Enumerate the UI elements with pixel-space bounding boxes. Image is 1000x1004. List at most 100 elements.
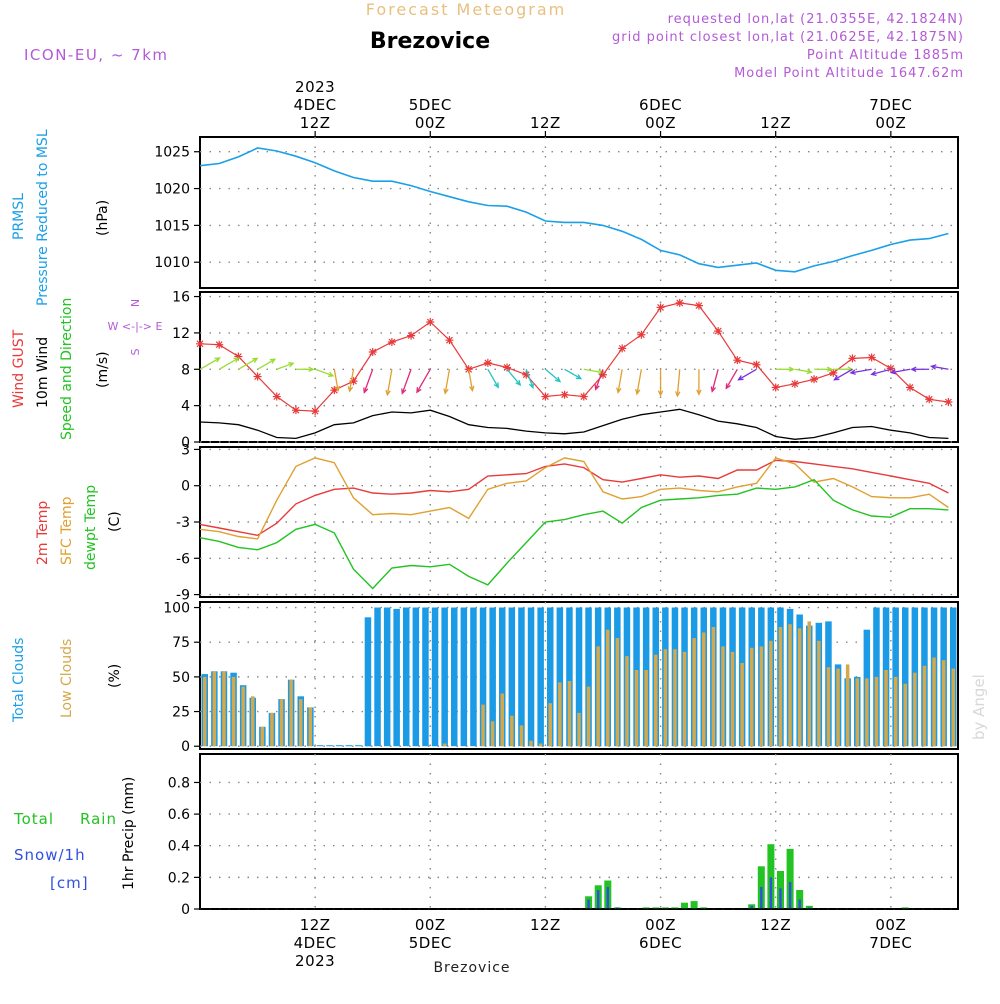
low-cloud-bar [808, 621, 812, 746]
gust-point [618, 344, 626, 352]
low-cloud-bar [606, 630, 610, 747]
y-tick-label: 1025 [154, 145, 190, 161]
label-total: Total [13, 810, 54, 828]
location-title: Brezovice [370, 29, 490, 54]
bottom-time-label: 12Z [530, 916, 561, 934]
plots: 10101015102010250481216-9-6-303025507510… [154, 78, 958, 970]
gust-point [292, 406, 300, 414]
low-cloud-bar [568, 681, 572, 746]
label-prmsl: PRMSL [11, 193, 27, 240]
total-cloud-bar [461, 608, 468, 747]
label-precip-unit: 1hr Precip (mm) [121, 777, 137, 890]
gust-point [369, 348, 377, 356]
model-name: ICON-EU, ~ 7km [24, 46, 169, 64]
panel1-labels: PRMSL Pressure Reduced to MSL (hPa) [11, 129, 111, 306]
gust-point [753, 361, 761, 369]
low-cloud-bar [501, 694, 505, 747]
y-tick-label: 3 [181, 442, 190, 458]
y-tick-label: 8 [181, 362, 190, 378]
bottom-time-label: 4DEC [294, 934, 337, 952]
wind-arrow [402, 369, 411, 393]
low-cloud-bar [894, 677, 898, 746]
wind-arrow [364, 369, 372, 392]
label-total-clouds: Total Clouds [11, 638, 27, 723]
low-cloud-bar [596, 646, 600, 746]
low-cloud-bar [846, 664, 850, 746]
low-cloud-bar [443, 744, 447, 747]
low-cloud-bar [827, 667, 831, 746]
gust-point [484, 359, 492, 367]
low-cloud-bar [203, 677, 207, 746]
low-cloud-bar [539, 744, 543, 747]
bottom-time-label: 00Z [415, 916, 446, 934]
gust-line [200, 303, 948, 411]
bottom-time-label: 12Z [760, 916, 791, 934]
top-time-label: 4DEC [294, 96, 337, 114]
low-cloud-bar [942, 660, 946, 746]
snow-bar [597, 890, 599, 909]
y-tick-label: -3 [176, 515, 190, 531]
watermark: by Angel [970, 674, 988, 740]
y-tick-label: 75 [172, 635, 190, 651]
total-cloud-bar [317, 745, 324, 746]
low-cloud-bar [836, 669, 840, 747]
low-cloud-bar [616, 638, 620, 746]
bottom-time-label: 5DEC [409, 934, 452, 952]
label-hpa: (hPa) [95, 200, 111, 236]
gust-point [388, 338, 396, 346]
label-sfc-temp: SFC Temp [59, 496, 75, 565]
bottom-time-label: 7DEC [869, 934, 912, 952]
low-cloud-bar [702, 633, 706, 747]
panel-frame [200, 137, 958, 288]
low-cloud-bar [683, 652, 687, 746]
low-cloud-bar [558, 682, 562, 746]
total-cloud-bar [393, 609, 400, 746]
snow-bar [607, 887, 609, 909]
gust-point [925, 395, 933, 403]
low-cloud-bar [913, 673, 917, 747]
y-tick-label: 1020 [154, 182, 190, 198]
label-snow: Snow/1h [14, 846, 86, 864]
panel2-labels: Wind GUST 10m Wind Speed and Direction (… [11, 298, 162, 440]
snow-bar [760, 887, 762, 909]
low-cloud-bar [635, 670, 639, 746]
gust-point [906, 383, 914, 391]
sfc-temp-line [200, 458, 948, 539]
gust-point [810, 375, 818, 383]
total-cloud-bar [518, 608, 525, 747]
wind-arrow [739, 369, 757, 379]
low-cloud-bar [529, 741, 533, 747]
y-tick-label: 0.6 [168, 807, 190, 823]
low-cloud-bar [712, 627, 716, 746]
model-altitude: Model Point Altitude 1647.62m [734, 66, 964, 81]
panel-frame [200, 754, 958, 909]
y-tick-label: -6 [176, 551, 190, 567]
gust-point [714, 327, 722, 335]
gust-point [657, 303, 665, 311]
gust-point [944, 398, 952, 406]
top-time-label: 7DEC [869, 96, 912, 114]
low-cloud-bar [549, 703, 553, 746]
low-cloud-bar [309, 707, 313, 746]
y-tick-label: 100 [163, 601, 190, 617]
top-time-label: 12Z [530, 114, 561, 132]
y-tick-label: 0.8 [168, 775, 190, 791]
low-cloud-bar [213, 671, 217, 746]
snow-bar [779, 888, 781, 909]
wind-arrow [200, 358, 220, 369]
total-cloud-bar [346, 745, 353, 746]
top-time-label: 00Z [645, 114, 676, 132]
y-tick-label: 16 [172, 290, 190, 306]
pressure-line [200, 148, 948, 272]
snow-bar [587, 900, 589, 910]
bottom-time-label: 2023 [295, 952, 335, 970]
low-cloud-bar [510, 716, 513, 747]
low-cloud-bar [904, 684, 908, 746]
panel-5: 00.20.40.60.8 [168, 754, 958, 918]
low-cloud-bar [654, 655, 658, 747]
gust-point [772, 383, 780, 391]
total-cloud-bar [528, 608, 535, 747]
